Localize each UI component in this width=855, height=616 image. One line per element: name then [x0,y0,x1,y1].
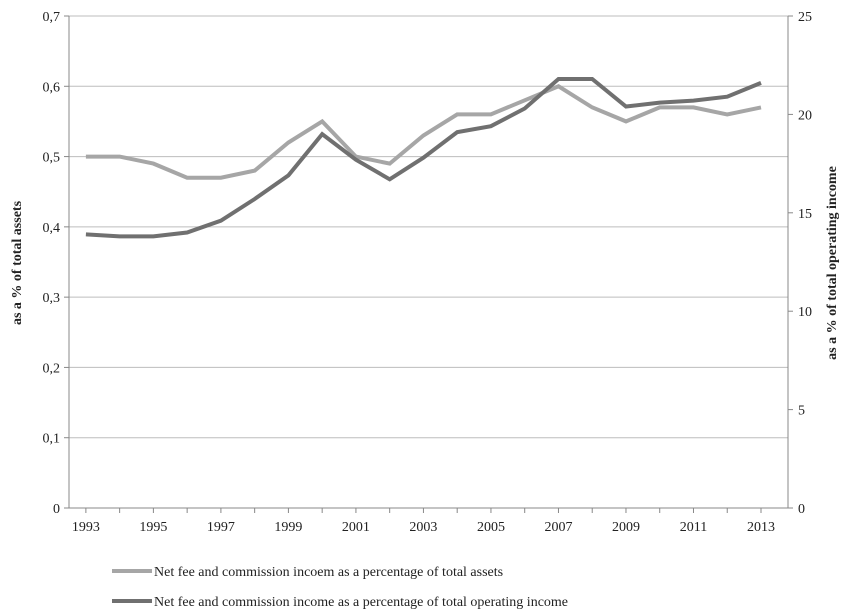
x-tick-label: 2001 [342,520,370,535]
y-axis-left-title: as a % of total assets [10,200,25,325]
x-tick-label: 2009 [612,520,640,535]
x-tick-label: 1995 [139,520,167,535]
x-tick-label: 1997 [207,520,235,535]
gridlines [69,15,788,439]
x-tick-label: 1993 [72,520,100,535]
x-tick-label: 2013 [747,520,775,535]
x-tick-label: 2005 [477,520,505,535]
y-left-tick-label: 0,3 [43,291,61,306]
y-left-tick-label: 0,5 [43,151,61,166]
y-left-tick-label: 0,4 [43,221,61,236]
y-right-tick-label: 10 [798,305,812,320]
series-line-total-assets [85,84,762,180]
legend-label-operating-income: Net fee and commission income as a perce… [154,595,568,610]
y-right-tick-label: 0 [798,502,805,517]
y-right-tick-label: 25 [798,10,812,25]
x-tick-label: 2003 [409,520,437,535]
legend-label-total-assets: Net fee and commission incoem as a perce… [154,565,503,580]
axes [64,15,793,513]
y-axis-right-title: as a % of total operating income [825,166,840,360]
y-right-tick-label: 5 [798,404,805,419]
legend: Net fee and commission incoem as a perce… [112,565,568,610]
y-left-tick-label: 0,6 [43,80,61,95]
x-tick-label: 1999 [274,520,302,535]
y-left-tick-label: 0,1 [43,432,61,447]
y-left-tick-label: 0,2 [43,361,61,376]
x-tick-label: 2007 [544,520,572,535]
y-left-tick-label: 0 [53,502,60,517]
y-left-tick-label: 0,7 [43,10,61,25]
y-right-tick-label: 15 [798,207,812,222]
x-tick-label: 2011 [680,520,707,535]
y-right-tick-label: 20 [798,108,812,123]
series-line-operating-income [85,77,762,239]
tick-labels: 0 0,1 0,2 0,3 0,4 0,5 0,6 0,7 0 5 10 15 20 25 1993 1995… [43,10,813,535]
series-lines [85,77,762,239]
